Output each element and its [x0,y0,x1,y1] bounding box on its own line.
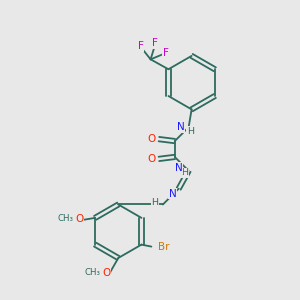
Text: O: O [75,214,83,224]
Text: F: F [138,41,144,52]
Text: H: H [152,198,158,207]
Text: N: N [177,122,184,132]
Text: H: H [187,127,194,136]
Text: CH₃: CH₃ [85,268,101,278]
Text: O: O [148,134,156,144]
Text: F: F [152,38,158,49]
Text: N: N [175,163,183,173]
Text: O: O [148,154,156,164]
Text: O: O [102,268,110,278]
Text: H: H [181,168,188,177]
Text: Br: Br [158,242,169,252]
Text: CH₃: CH₃ [57,214,74,224]
Text: N: N [169,189,177,199]
Text: F: F [163,48,168,59]
